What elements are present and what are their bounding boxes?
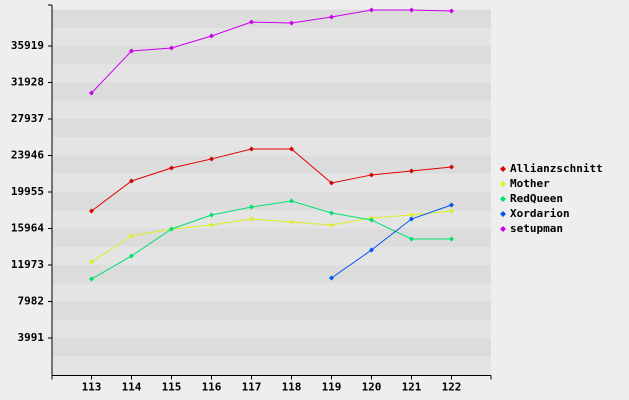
data-point <box>329 14 334 20</box>
plot-band <box>52 9 491 29</box>
data-point <box>249 216 254 222</box>
data-point <box>249 204 254 210</box>
plot-band <box>52 46 491 65</box>
data-point <box>329 180 334 186</box>
legend-label: RedQueen <box>510 192 563 205</box>
x-tick-label: 116 <box>202 381 222 394</box>
y-tick-label: 3991 <box>18 331 45 344</box>
data-point <box>369 7 374 13</box>
plot-band <box>52 319 491 339</box>
data-point <box>369 247 374 253</box>
data-point <box>89 90 94 96</box>
series-line <box>91 200 452 280</box>
plot-band <box>52 301 491 321</box>
x-tick-label: 114 <box>122 381 142 394</box>
data-point <box>449 164 454 170</box>
legend-marker <box>500 226 506 232</box>
data-point <box>209 212 214 218</box>
data-point <box>449 208 454 214</box>
data-point <box>89 208 94 214</box>
legend-label: Xordarion <box>510 207 570 220</box>
y-tick-label: 35919 <box>11 39 44 52</box>
data-point <box>289 198 294 204</box>
data-point <box>409 7 414 13</box>
data-point <box>89 276 94 282</box>
data-point <box>369 172 374 178</box>
legend-label: Mother <box>510 177 550 190</box>
y-tick-label: 19955 <box>11 185 44 198</box>
x-tick-label: 122 <box>442 381 462 394</box>
y-tick-label: 7982 <box>18 295 45 308</box>
data-point <box>129 178 134 184</box>
plot-band <box>52 27 491 47</box>
plot-band <box>52 137 491 156</box>
data-point <box>209 156 214 162</box>
plot-band <box>52 210 491 229</box>
y-tick-label: 23946 <box>11 149 44 162</box>
data-point <box>209 33 214 39</box>
data-point <box>289 20 294 26</box>
legend-marker <box>500 196 506 202</box>
y-tick-label: 27937 <box>11 112 44 125</box>
data-point <box>169 165 174 171</box>
x-tick-label: 113 <box>82 381 102 394</box>
legend-label: setupman <box>510 222 563 235</box>
data-point <box>289 219 294 225</box>
plot-band <box>52 82 491 102</box>
data-point <box>329 210 334 216</box>
data-point <box>329 222 334 228</box>
plot-band <box>52 100 491 120</box>
x-tick-label: 119 <box>322 381 342 394</box>
data-point <box>209 222 214 228</box>
plot-band <box>52 338 491 357</box>
x-tick-label: 121 <box>402 381 422 394</box>
series-line <box>91 148 452 212</box>
plot-band <box>52 119 491 138</box>
data-point <box>449 202 454 208</box>
x-tick-label: 120 <box>362 381 382 394</box>
data-point <box>89 259 94 265</box>
data-point <box>169 45 174 51</box>
series-line <box>91 9 452 94</box>
plot-band <box>52 155 491 175</box>
data-point <box>409 212 414 218</box>
plot-band <box>52 246 491 266</box>
data-point <box>449 236 454 242</box>
data-point <box>289 146 294 152</box>
series-line <box>91 210 452 263</box>
x-tick-label: 118 <box>282 381 302 394</box>
data-point <box>409 216 414 222</box>
data-point <box>129 253 134 259</box>
x-tick-label: 115 <box>162 381 182 394</box>
legend-marker <box>500 181 506 187</box>
x-tick-label: 117 <box>242 381 262 394</box>
plot-band <box>52 64 491 83</box>
y-tick-label: 31928 <box>11 76 44 89</box>
data-point <box>369 217 374 223</box>
plot-band <box>52 356 491 375</box>
plot-band <box>52 173 491 193</box>
plot-band <box>52 283 491 302</box>
data-point <box>409 236 414 242</box>
data-point <box>409 168 414 174</box>
data-point <box>129 48 134 54</box>
data-point <box>129 233 134 239</box>
y-tick-label: 15964 <box>11 222 44 235</box>
series-line <box>331 204 452 279</box>
data-point <box>169 226 174 232</box>
y-tick-label: 11973 <box>11 258 44 271</box>
data-point <box>249 19 254 25</box>
plot-band <box>52 265 491 284</box>
plot-band <box>52 192 491 211</box>
data-point <box>249 146 254 152</box>
legend-label: Allianzschnitt <box>510 162 603 175</box>
data-point <box>329 275 334 281</box>
legend-marker <box>500 166 506 172</box>
data-point <box>449 8 454 14</box>
legend-marker <box>500 211 506 217</box>
